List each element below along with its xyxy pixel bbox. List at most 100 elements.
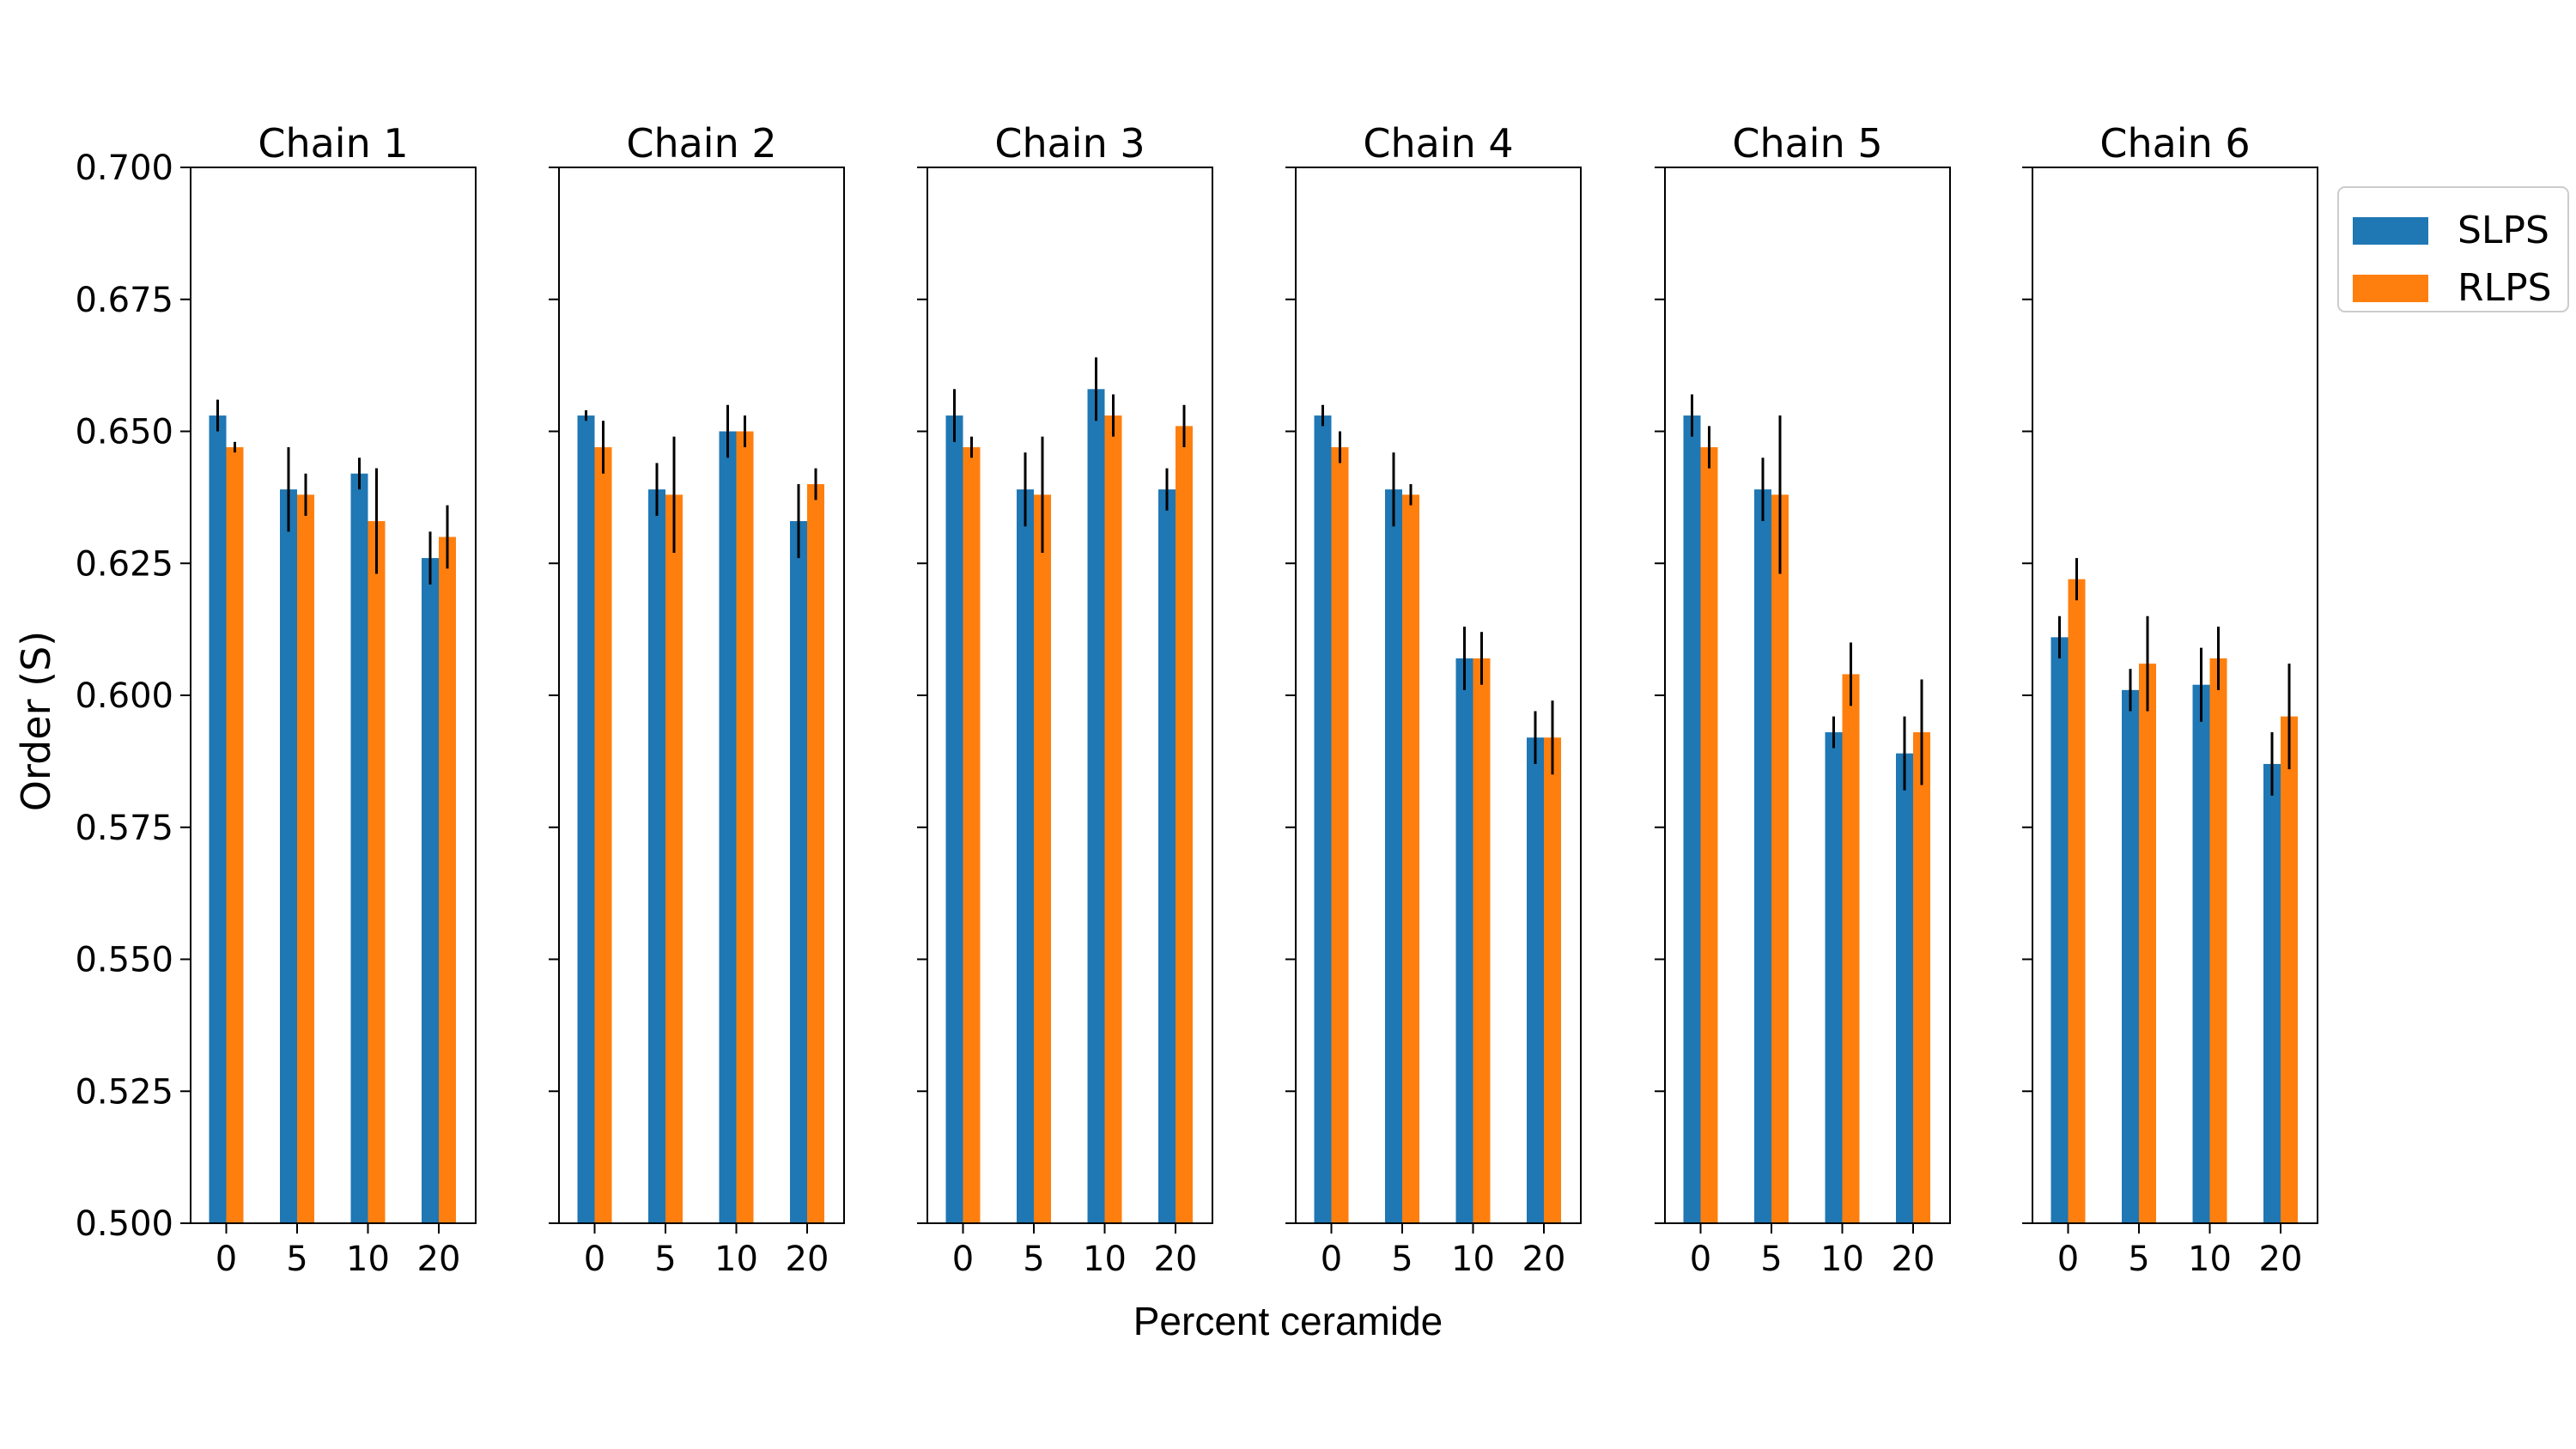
bar-slps-0	[945, 415, 963, 1223]
legend-label-slps: SLPS	[2458, 209, 2549, 252]
panel-1: 0.500 0.525 0.550 0.575 0.600 0.625 0.650 0.675…	[75, 120, 477, 1279]
bar-rlps-10	[736, 431, 754, 1223]
bar-rlps-20	[807, 484, 824, 1223]
x-tick-label: 5	[1760, 1240, 1782, 1279]
x-tick-label: 0	[952, 1240, 974, 1279]
legend: SLPS RLPS	[2337, 186, 2569, 312]
bar-rlps-5	[297, 494, 314, 1223]
bar-slps-5	[280, 489, 297, 1223]
bar-slps-0	[1314, 415, 1332, 1223]
x-tick-label: 10	[714, 1240, 758, 1279]
bar-slps-5	[648, 489, 665, 1223]
bar-slps-20	[2263, 763, 2281, 1223]
legend-label-rlps: RLPS	[2458, 266, 2552, 310]
x-tick-label: 0	[1690, 1240, 1711, 1279]
x-tick-label: 5	[1023, 1240, 1044, 1279]
x-tick-label: 10	[1820, 1240, 1864, 1279]
bar-slps-10	[1825, 732, 1843, 1223]
legend-swatch-rlps	[2353, 275, 2428, 302]
bar-slps-10	[2192, 684, 2210, 1223]
bar-slps-5	[1754, 489, 1771, 1223]
panel-title: Chain 3	[994, 120, 1145, 167]
bar-rlps-20	[1544, 737, 1561, 1223]
bar-rlps-0	[963, 446, 981, 1223]
x-tick-label: 5	[2128, 1240, 2149, 1279]
y-tick-label: 0.500	[75, 1204, 173, 1244]
bar-rlps-20	[1913, 732, 1930, 1223]
x-tick-label: 20	[786, 1240, 829, 1279]
bar-rlps-20	[2281, 716, 2298, 1223]
bar-rlps-0	[1331, 446, 1349, 1223]
bar-rlps-5	[2139, 664, 2156, 1223]
panel-5: 0 5 10 20 Chain 5	[1655, 120, 1951, 1279]
bar-slps-0	[209, 415, 227, 1223]
x-tick-label: 20	[1154, 1240, 1198, 1279]
x-tick-label: 20	[2259, 1240, 2303, 1279]
panel-title: Chain 1	[258, 120, 408, 167]
bar-rlps-5	[665, 494, 683, 1223]
bar-rlps-20	[439, 537, 456, 1223]
y-tick-label: 0.700	[75, 149, 173, 188]
bar-slps-5	[1017, 489, 1034, 1223]
x-tick-label: 20	[417, 1240, 461, 1279]
bar-rlps-10	[1104, 415, 1122, 1223]
bar-rlps-0	[226, 446, 244, 1223]
panel-4: 0 5 10 20 Chain 4	[1285, 120, 1582, 1279]
bar-slps-20	[1896, 753, 1913, 1223]
panel-title: Chain 4	[1363, 120, 1513, 167]
x-tick-label: 20	[1892, 1240, 1935, 1279]
x-tick-label: 0	[584, 1240, 605, 1279]
x-tick-label: 5	[1391, 1240, 1413, 1279]
bar-slps-5	[1385, 489, 1402, 1223]
panel-3: 0 5 10 20 Chain 3	[917, 120, 1213, 1279]
bar-rlps-20	[1176, 426, 1193, 1224]
x-tick-label: 10	[2188, 1240, 2232, 1279]
bar-slps-0	[1683, 415, 1701, 1223]
y-tick-label: 0.625	[75, 544, 173, 584]
bar-slps-0	[2050, 637, 2069, 1223]
panel-title: Chain 6	[2099, 120, 2250, 167]
x-tick-label: 0	[1321, 1240, 1342, 1279]
bar-slps-10	[1087, 389, 1105, 1223]
bar-rlps-10	[1473, 658, 1491, 1223]
x-tick-label: 10	[1451, 1240, 1495, 1279]
x-tick-label: 0	[216, 1240, 237, 1279]
x-tick-label: 10	[346, 1240, 390, 1279]
bar-rlps-5	[1771, 494, 1789, 1223]
panel-2: 0 5 10 20 Chain 2	[549, 120, 845, 1279]
bar-slps-20	[1158, 489, 1176, 1223]
x-tick-label: 0	[2057, 1240, 2079, 1279]
bar-rlps-5	[1034, 494, 1051, 1223]
bar-rlps-0	[2068, 579, 2086, 1223]
y-tick-label: 0.650	[75, 413, 173, 452]
y-axis-label: Order (S)	[13, 631, 59, 811]
x-tick-label: 5	[654, 1240, 676, 1279]
bar-slps-10	[1455, 658, 1473, 1223]
panel-title: Chain 5	[1732, 120, 1882, 167]
bar-slps-0	[577, 415, 595, 1223]
y-tick-label: 0.550	[75, 941, 173, 980]
y-tick-label: 0.600	[75, 676, 173, 716]
panel-title: Chain 2	[626, 120, 776, 167]
y-tick-label: 0.525	[75, 1072, 173, 1112]
bar-slps-20	[1527, 737, 1544, 1223]
x-tick-label: 20	[1522, 1240, 1566, 1279]
bar-slps-20	[422, 558, 439, 1223]
bar-slps-10	[719, 431, 737, 1223]
bar-rlps-5	[1402, 494, 1419, 1223]
x-tick-label: 5	[286, 1240, 307, 1279]
bar-rlps-10	[368, 521, 386, 1223]
bar-slps-20	[790, 521, 807, 1223]
bar-slps-10	[350, 473, 368, 1223]
bar-rlps-0	[594, 446, 612, 1223]
bar-rlps-0	[1700, 446, 1718, 1223]
bar-slps-5	[2122, 689, 2139, 1223]
legend-swatch-slps	[2353, 217, 2428, 245]
bar-rlps-10	[1842, 674, 1860, 1223]
y-tick-label: 0.675	[75, 281, 173, 320]
y-tick-label: 0.575	[75, 809, 173, 848]
chart-panels: 0.500 0.525 0.550 0.575 0.600 0.625 0.650 0.675…	[75, 120, 2318, 1279]
x-tick-label: 10	[1083, 1240, 1127, 1279]
bar-rlps-10	[2209, 658, 2227, 1223]
